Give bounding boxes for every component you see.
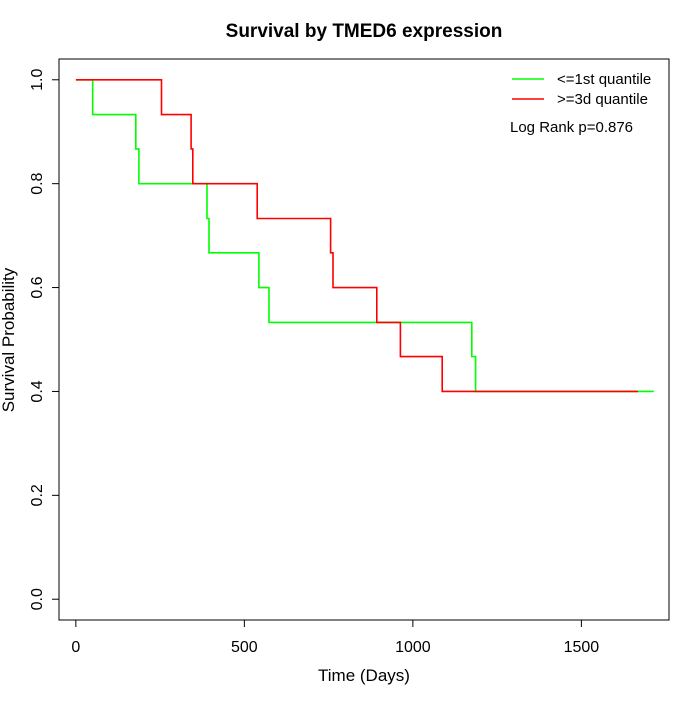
y-tick-label: 0.8 <box>29 172 46 194</box>
legend-label: <=1st quantile <box>557 71 651 88</box>
y-tick-label: 0.6 <box>29 276 46 298</box>
x-tick-label: 1000 <box>395 639 431 656</box>
y-axis-label: Survival Probability <box>0 267 18 412</box>
x-axis-label: Time (Days) <box>318 666 410 685</box>
y-tick-label: 0.4 <box>29 380 46 402</box>
y-tick-label: 0.2 <box>29 484 46 506</box>
y-tick-label: 0.0 <box>29 588 46 610</box>
y-tick-label: 1.0 <box>29 69 46 91</box>
survival-curve-series-1 <box>75 79 654 393</box>
x-tick-label: 0 <box>71 639 80 656</box>
log-rank-annotation: Log Rank p=0.876 <box>510 119 633 136</box>
chart-title: Survival by TMED6 expression <box>226 21 503 42</box>
legend-label: >=3d quantile <box>557 91 648 108</box>
survival-curve-series-2 <box>75 79 638 393</box>
x-tick-label: 1500 <box>564 639 600 656</box>
y-axis: 0.0 0.2 0.4 0.6 0.8 1.0 <box>29 69 60 610</box>
legend: <=1st quantile >=3d quantile <box>512 71 651 108</box>
x-tick-label: 500 <box>231 639 258 656</box>
series-layer <box>75 79 654 393</box>
x-axis: 0 500 1000 1500 <box>71 619 600 656</box>
